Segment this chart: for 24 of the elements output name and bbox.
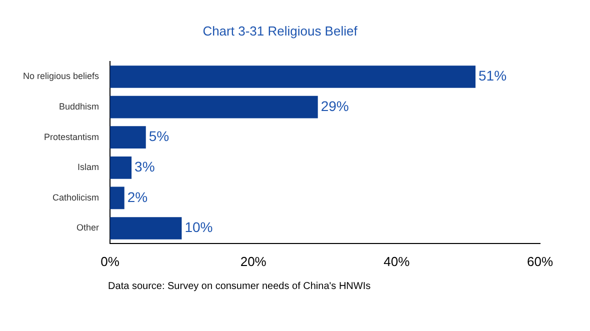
bar <box>110 186 124 210</box>
x-tick-label: 40% <box>384 254 410 269</box>
y-tick-label: Other <box>76 222 100 233</box>
y-tick-label: Buddhism <box>59 102 100 112</box>
data-label: 51% <box>478 68 507 84</box>
y-tick-label: No religious beliefs <box>22 71 100 82</box>
bar <box>110 156 132 179</box>
source-note: Data source: Survey on consumer needs of China's HNWIs <box>108 281 371 292</box>
y-tick-label: Protestantism <box>44 132 100 142</box>
x-tick-label: 60% <box>526 254 554 269</box>
chart-title: Chart 3-31 Religious Belief <box>202 23 358 38</box>
x-tick-label: 0% <box>100 254 120 269</box>
bar <box>110 96 318 118</box>
data-label: 10% <box>184 219 213 236</box>
bar <box>110 126 146 149</box>
bar <box>110 217 182 240</box>
y-tick-label: Catholicism <box>52 192 100 202</box>
data-label: 29% <box>320 98 349 114</box>
y-tick-label: Islam <box>78 162 100 172</box>
x-tick-label: 20% <box>240 254 267 269</box>
data-label: 2% <box>127 188 148 205</box>
data-label: 3% <box>134 158 155 175</box>
bar <box>110 66 476 88</box>
data-label: 5% <box>148 128 170 144</box>
